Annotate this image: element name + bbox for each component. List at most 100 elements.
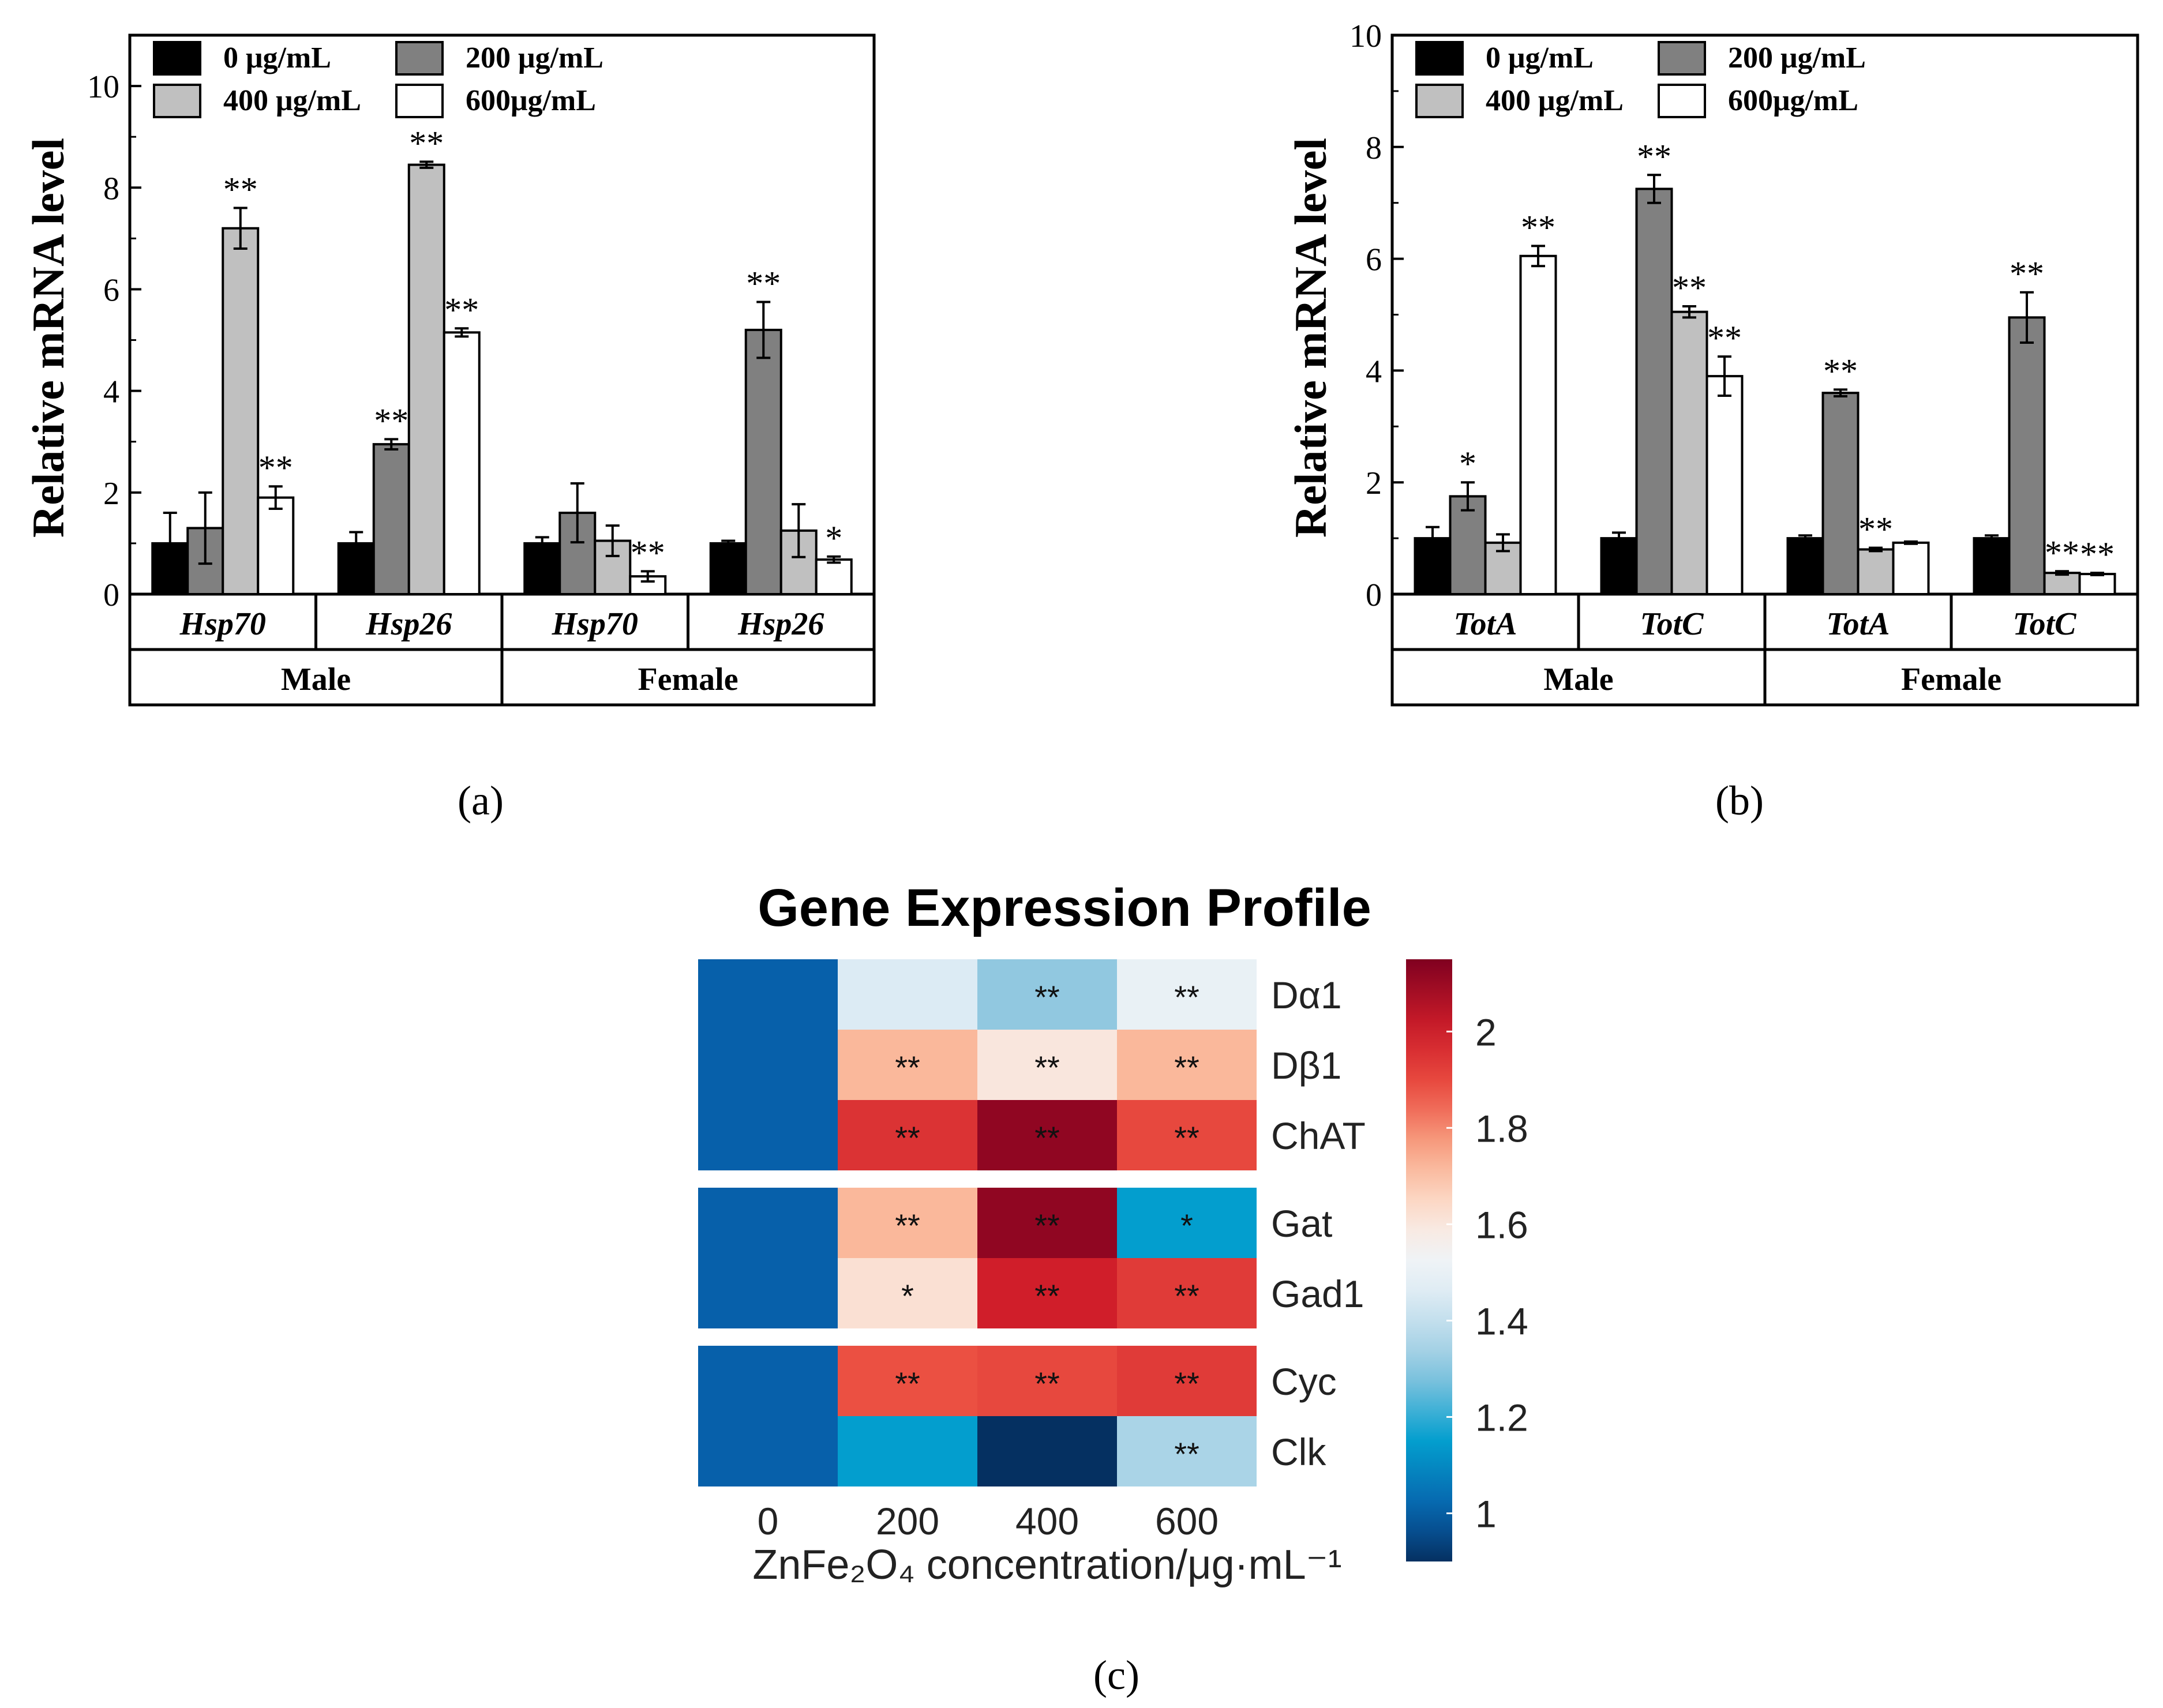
bar	[1449, 495, 1487, 595]
heatmap-cell	[838, 1416, 977, 1486]
group-label: Female	[1901, 662, 2001, 697]
legend-label: 600μg/mL	[466, 84, 596, 117]
bar	[1821, 392, 1860, 595]
y-tick-label: 2	[103, 476, 119, 512]
heatmap-cell	[977, 1030, 1117, 1100]
significance-marker: **	[258, 449, 293, 487]
heatmap-cell	[1117, 959, 1257, 1030]
heatmap-cell	[838, 1258, 977, 1328]
significance-marker: **	[1174, 1120, 1199, 1156]
legend-label: 0 μg/mL	[223, 42, 331, 74]
significance-marker: **	[1034, 1278, 1060, 1314]
heatmap-cell	[838, 1346, 977, 1416]
x-tick-label: 600	[1155, 1500, 1219, 1542]
significance-marker: **	[223, 171, 258, 209]
row-label: Cyc	[1271, 1360, 1337, 1403]
heatmap-cell	[1117, 1188, 1257, 1258]
y-axis-label: Relative mRNA level	[23, 138, 73, 538]
colorbar-tick-label: 1.6	[1475, 1203, 1528, 1246]
heatmap-title: Gene Expression Profile	[758, 879, 1371, 937]
bar	[1600, 537, 1638, 595]
significance-marker: *	[1180, 1207, 1193, 1244]
significance-marker: **	[409, 124, 444, 162]
y-tick-label: 4	[103, 374, 119, 410]
x-tick-label: 200	[876, 1500, 939, 1542]
bar	[1670, 310, 1708, 596]
significance-marker: **	[631, 534, 665, 572]
significance-marker: *	[1459, 445, 1476, 483]
significance-marker: **	[1174, 979, 1199, 1015]
bar	[815, 558, 853, 596]
panel-c-heatmap: Gene Expression Profile** ** Dα1** ** ** Dβ1*…	[698, 879, 1528, 1588]
category-label: TotC	[1640, 606, 1704, 642]
significance-marker: **	[1034, 979, 1060, 1015]
colorbar-tick-label: 1.8	[1475, 1107, 1528, 1150]
legend-swatch	[395, 84, 444, 118]
heatmap-cell	[977, 1346, 1117, 1416]
bar	[1857, 548, 1895, 595]
heatmap-cell	[698, 959, 838, 1030]
bar	[407, 163, 445, 595]
significance-marker: **	[2010, 255, 2044, 293]
significance-marker: **	[1174, 1049, 1199, 1086]
significance-marker: **	[2080, 535, 2115, 573]
significance-marker: **	[1174, 1278, 1199, 1314]
heatmap-cell	[1117, 1346, 1257, 1416]
panel-a-chart: 0 2 4 6 8 10 Relative mRNA level Hsp70 ** ** Hsp26…	[23, 33, 876, 707]
bar	[744, 328, 782, 595]
colorbar	[1406, 959, 1452, 1561]
legend-swatch	[395, 41, 444, 76]
heatmap-cell	[838, 1188, 977, 1258]
heatmap-cell	[698, 1258, 838, 1328]
significance-marker: **	[1174, 1365, 1199, 1402]
y-tick-label: 0	[1366, 577, 1382, 613]
bar	[2008, 316, 2046, 595]
heatmap-cell	[1117, 1258, 1257, 1328]
legend-label: 600μg/mL	[1728, 84, 1858, 117]
significance-marker: **	[1521, 208, 1555, 246]
bar	[1973, 537, 2011, 595]
row-label: Dβ1	[1271, 1044, 1341, 1087]
legend-label: 200 μg/mL	[466, 42, 603, 74]
bar	[1705, 375, 1744, 596]
bar	[709, 542, 747, 596]
significance-marker: *	[901, 1278, 914, 1314]
panel-label-b: (b)	[1715, 778, 1764, 824]
heatmap-cell	[698, 1188, 838, 1258]
heatmap-cell	[977, 1416, 1117, 1486]
legend-swatch	[153, 84, 201, 118]
row-label: Gat	[1271, 1202, 1332, 1245]
heatmap-cell	[977, 959, 1117, 1030]
significance-marker: **	[1823, 352, 1858, 390]
bar	[2043, 572, 2081, 595]
bar	[257, 496, 295, 595]
x-axis-label: ZnFe₂O₄ concentration/μg·mL⁻¹	[752, 1542, 1341, 1588]
legend-label: 200 μg/mL	[1728, 42, 1866, 74]
heatmap-cell	[1117, 1416, 1257, 1486]
significance-marker: **	[1034, 1365, 1060, 1402]
significance-marker: **	[1034, 1120, 1060, 1156]
significance-marker: **	[1707, 319, 1742, 357]
y-tick-label: 0	[103, 577, 119, 613]
bar	[1519, 254, 1557, 595]
group-label: Female	[638, 662, 738, 697]
colorbar-tick-label: 1.4	[1475, 1300, 1528, 1342]
heatmap-cell	[698, 1416, 838, 1486]
legend-swatch	[1658, 84, 1706, 118]
significance-marker: **	[1174, 1436, 1199, 1472]
legend-label: 400 μg/mL	[223, 84, 361, 117]
significance-marker: **	[746, 264, 781, 302]
heatmap-cell	[977, 1100, 1117, 1170]
legend-label: 400 μg/mL	[1486, 84, 1624, 117]
bar	[594, 539, 632, 595]
bar	[1786, 537, 1824, 595]
x-tick-label: 400	[1015, 1500, 1079, 1542]
heatmap-cell	[838, 1100, 977, 1170]
heatmap-cell	[838, 959, 977, 1030]
row-label: ChAT	[1271, 1114, 1366, 1157]
category-label: TotA	[1827, 606, 1890, 642]
legend-swatch	[1415, 41, 1464, 76]
row-label: Dα1	[1271, 974, 1342, 1016]
legend-swatch	[1658, 41, 1706, 76]
